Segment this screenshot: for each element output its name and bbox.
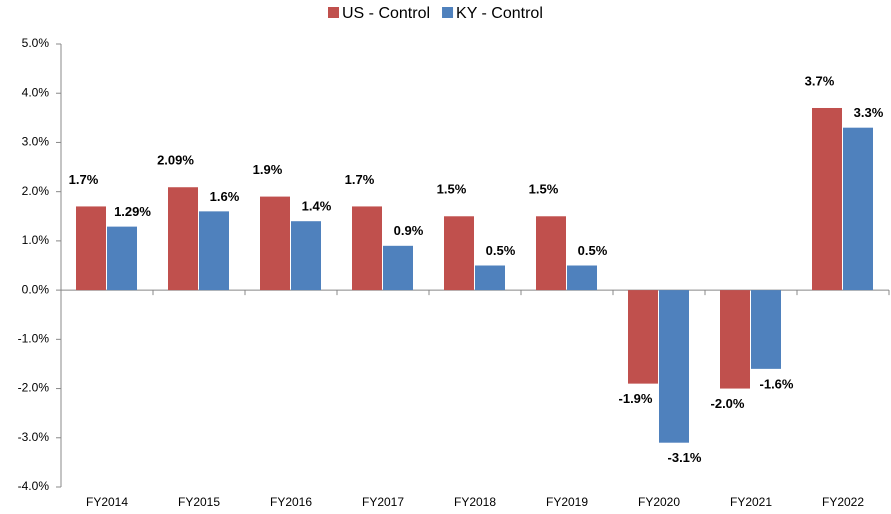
- bar: [720, 290, 750, 389]
- bar: [812, 107, 842, 291]
- y-tick-label: 1.0%: [22, 233, 50, 247]
- bar: [751, 290, 781, 369]
- y-tick-label: -4.0%: [18, 479, 50, 493]
- legend-swatch: [328, 7, 339, 18]
- bar: [536, 216, 566, 291]
- bar: [567, 265, 597, 291]
- data-label: 0.5%: [486, 243, 516, 258]
- x-tick-label: FY2018: [454, 495, 496, 509]
- x-tick-label: FY2019: [546, 495, 588, 509]
- legend-label: KY - Control: [456, 5, 543, 22]
- y-tick-label: 0.0%: [22, 282, 50, 296]
- bar: [475, 265, 505, 291]
- y-tick-label: 3.0%: [22, 135, 50, 149]
- data-label: 1.5%: [437, 182, 467, 197]
- data-label: 3.7%: [805, 73, 835, 88]
- x-tick-label: FY2017: [362, 495, 404, 509]
- bar: [383, 245, 413, 291]
- x-tick-label: FY2021: [730, 495, 772, 509]
- bar: [659, 290, 689, 443]
- x-tick-label: FY2016: [270, 495, 312, 509]
- y-tick-label: -3.0%: [18, 430, 50, 444]
- x-tick-label: FY2014: [86, 495, 128, 509]
- bar: [843, 127, 873, 291]
- bar: [628, 290, 658, 384]
- bar: [199, 211, 229, 291]
- bar: [260, 196, 290, 291]
- y-tick-label: 4.0%: [22, 85, 50, 99]
- bar: [352, 206, 382, 291]
- data-label: -3.1%: [668, 450, 702, 465]
- y-tick-label: 2.0%: [22, 184, 50, 198]
- data-label: 1.6%: [210, 189, 240, 204]
- data-label: -1.6%: [760, 376, 794, 391]
- bar: [444, 216, 474, 291]
- data-label: 1.9%: [253, 162, 283, 177]
- data-label: 1.5%: [529, 182, 559, 197]
- y-tick-label: -1.0%: [18, 332, 50, 346]
- x-tick-label: FY2022: [822, 495, 864, 509]
- data-label: 1.7%: [69, 172, 99, 187]
- y-tick-label: -2.0%: [18, 381, 50, 395]
- y-tick-label: 5.0%: [22, 36, 50, 50]
- legend-swatch: [442, 7, 454, 18]
- bar: [107, 226, 137, 291]
- data-label: 2.09%: [157, 153, 194, 168]
- bar: [168, 187, 198, 291]
- x-tick-label: FY2015: [178, 495, 220, 509]
- legend-label: US - Control: [342, 5, 430, 22]
- data-label: 1.7%: [345, 172, 375, 187]
- data-label: 1.4%: [302, 199, 332, 214]
- legend: US - Control KY - Control: [328, 5, 543, 22]
- data-label: 0.5%: [578, 243, 608, 258]
- data-label: 3.3%: [854, 105, 884, 120]
- bar: [291, 221, 321, 291]
- data-label: -1.9%: [619, 391, 653, 406]
- data-label: 0.9%: [394, 223, 424, 238]
- bar: [76, 206, 106, 291]
- data-label: 1.29%: [114, 204, 151, 219]
- x-tick-label: FY2020: [638, 495, 680, 509]
- data-label: -2.0%: [711, 396, 745, 411]
